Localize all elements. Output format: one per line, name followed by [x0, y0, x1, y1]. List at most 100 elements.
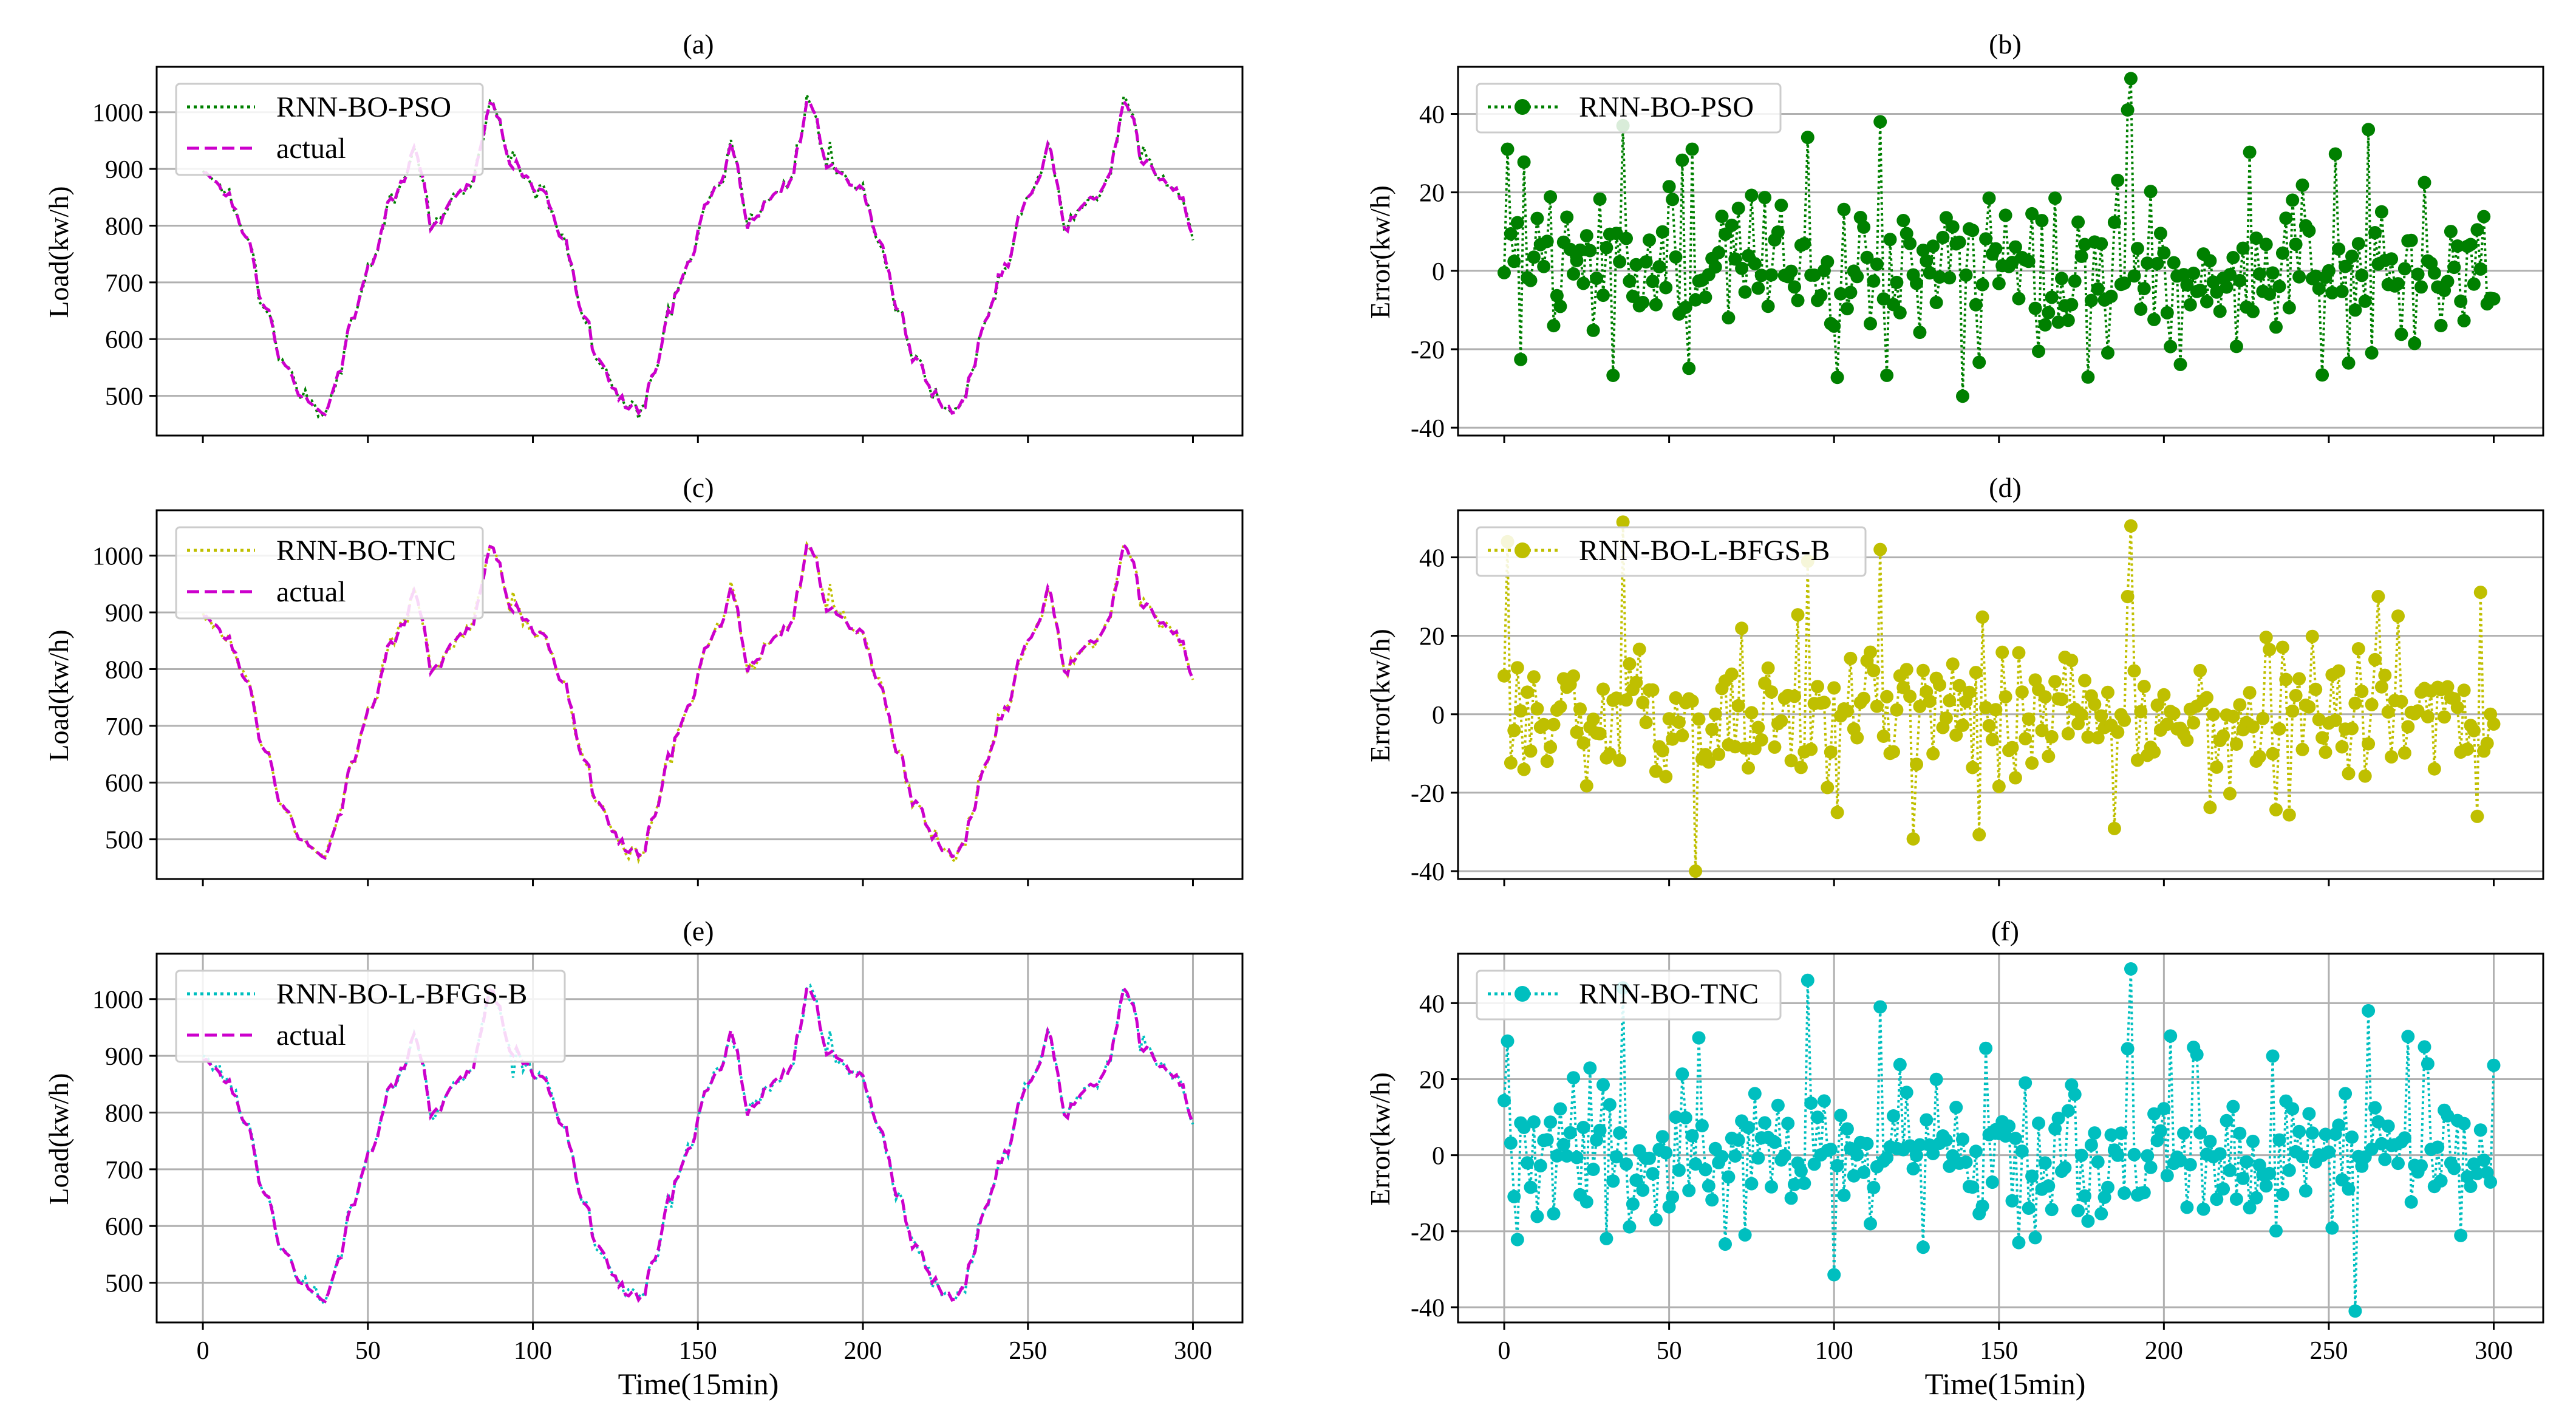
error-point [2071, 215, 2085, 229]
panel-c: (c) Load(kw/h) 500 600 700 800 900 1000 RNN-B… [43, 472, 1244, 886]
error-point [2193, 1126, 2207, 1140]
error-point [1860, 250, 1874, 264]
error-point [2091, 731, 2105, 745]
error-point [1652, 260, 1666, 274]
error-point [2348, 303, 2362, 317]
error-point [2180, 278, 2194, 292]
error-point [1946, 220, 1960, 234]
error-point [1655, 1130, 1669, 1144]
error-point [1646, 275, 1660, 289]
error-point [1830, 1158, 1844, 1172]
error-point [2292, 270, 2306, 284]
error-point [1603, 747, 1617, 761]
error-point [1969, 298, 1983, 312]
error-point [2450, 700, 2464, 714]
error-point [1530, 211, 1544, 225]
error-point [2243, 1201, 2257, 1215]
series-predicted-line [202, 94, 1194, 419]
error-point [1609, 1150, 1623, 1164]
error-point [1722, 311, 1736, 325]
error-point [1982, 719, 1996, 733]
error-point [2094, 1207, 2108, 1220]
error-point [1685, 1129, 1699, 1143]
error-point [1887, 745, 1900, 759]
error-point [2213, 304, 2227, 318]
error-point [2078, 1189, 2091, 1203]
error-point [1814, 289, 1828, 303]
error-point [2101, 346, 2114, 360]
error-point [1507, 1189, 1521, 1203]
error-point [1864, 645, 1877, 659]
error-point [2094, 237, 2108, 251]
error-point [2183, 298, 2197, 312]
error-point [1850, 731, 1864, 745]
error-point [2473, 1123, 2487, 1137]
error-point [1876, 292, 1890, 306]
error-point [1728, 252, 1742, 266]
panel-f-xlabel: Time(15min) [1925, 1367, 2086, 1401]
y-tick-label: 500 [105, 383, 143, 411]
error-point [2028, 301, 2042, 315]
error-point [2187, 266, 2201, 280]
error-point [1735, 621, 1749, 635]
error-point [2295, 1150, 2309, 1164]
error-point [1926, 747, 1940, 761]
panel-d-title: (d) [1989, 472, 2022, 503]
error-point [2124, 519, 2138, 533]
error-point [2088, 1126, 2102, 1140]
y-tick-label: 600 [105, 770, 143, 798]
error-point [2048, 191, 2062, 205]
error-point [2153, 1124, 2167, 1138]
error-point [2282, 1163, 2296, 1177]
error-point [2441, 680, 2455, 694]
error-point [2328, 147, 2342, 161]
panel-a-ylabel: Load(kw/h) [43, 186, 74, 318]
error-point [1593, 727, 1607, 740]
error-point [1553, 299, 1567, 313]
error-point [2362, 1004, 2376, 1018]
panel-d-legend-label: RNN-BO-L-BFGS-B [1579, 535, 1830, 567]
error-point [1507, 723, 1521, 737]
error-point [1715, 1150, 1729, 1163]
error-point [1887, 1109, 1900, 1123]
error-point [2487, 1058, 2501, 1072]
error-point [2137, 282, 2151, 296]
error-point [2121, 103, 2135, 117]
error-point [2256, 711, 2270, 725]
error-point [2470, 809, 2484, 823]
error-point [1982, 191, 1996, 205]
y-tick-label: -20 [1411, 337, 1445, 364]
error-point [1864, 1217, 1877, 1231]
error-point [1593, 1123, 1607, 1137]
error-point [2252, 750, 2266, 764]
x-tick-label: 100 [514, 1337, 552, 1365]
error-point [1876, 730, 1890, 743]
error-point [2005, 256, 2019, 269]
error-point [2229, 1192, 2243, 1206]
error-point [2368, 1101, 2382, 1115]
error-point [2081, 370, 2095, 384]
error-point [1728, 1149, 1742, 1163]
error-point [1956, 1132, 1969, 1146]
error-point [2180, 1200, 2194, 1214]
error-point [1840, 302, 1854, 316]
error-point [2147, 1107, 2161, 1121]
error-point [2226, 710, 2240, 723]
error-point [2394, 694, 2408, 708]
error-point [1992, 779, 2006, 793]
error-point [1962, 685, 1976, 699]
error-point [2418, 176, 2431, 190]
error-point [1761, 299, 1775, 313]
error-point [2401, 1030, 2415, 1044]
error-point [1626, 1197, 1640, 1211]
error-point [1827, 319, 1841, 333]
error-point [2397, 746, 2411, 760]
error-point [2074, 1148, 2088, 1162]
axes-frame [155, 509, 1244, 880]
error-point [2058, 1161, 2072, 1175]
error-point [2005, 1194, 2019, 1208]
y-tick-label: 40 [1419, 544, 1445, 572]
error-point [2309, 269, 2323, 283]
error-point [1699, 290, 1712, 304]
error-point [2450, 239, 2464, 253]
